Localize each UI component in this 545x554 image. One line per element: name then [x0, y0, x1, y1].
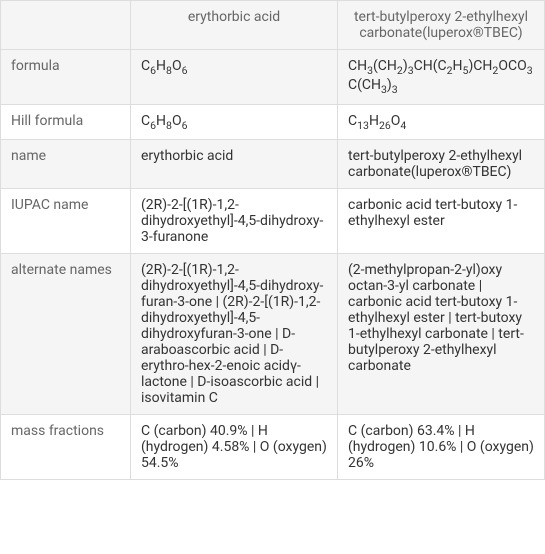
cell-col2: CH3(CH2)3CH(C2H5)CH2OCO3C(CH3)3	[338, 50, 545, 105]
table-body: formulaC6H8O6CH3(CH2)3CH(C2H5)CH2OCO3C(C…	[1, 50, 545, 480]
table-row: alternate names(2R)-2-[(1R)-1,2-dihydrox…	[1, 254, 545, 415]
cell-col1: C6H8O6	[131, 104, 338, 140]
cell-col1: C (carbon) 40.9% | H (hydrogen) 4.58% | …	[131, 415, 338, 480]
row-label: formula	[1, 50, 131, 105]
header-empty	[1, 1, 131, 50]
table-row: Hill formulaC6H8O6C13H26O4	[1, 104, 545, 140]
comparison-table: erythorbic acid tert-butylperoxy 2-ethyl…	[0, 0, 545, 480]
cell-col2: carbonic acid tert-butoxy 1-ethylhexyl e…	[338, 189, 545, 254]
row-label: name	[1, 140, 131, 189]
cell-col1: C6H8O6	[131, 50, 338, 105]
row-label: IUPAC name	[1, 189, 131, 254]
table-row: mass fractionsC (carbon) 40.9% | H (hydr…	[1, 415, 545, 480]
header-col2: tert-butylperoxy 2-ethylhexyl carbonate(…	[338, 1, 545, 50]
row-label: alternate names	[1, 254, 131, 415]
table-row: formulaC6H8O6CH3(CH2)3CH(C2H5)CH2OCO3C(C…	[1, 50, 545, 105]
cell-col2: tert-butylperoxy 2-ethylhexyl carbonate(…	[338, 140, 545, 189]
cell-col2: (2-methylpropan-2-yl)oxy octan-3-yl carb…	[338, 254, 545, 415]
header-col1: erythorbic acid	[131, 1, 338, 50]
cell-col2: C13H26O4	[338, 104, 545, 140]
cell-col1: (2R)-2-[(1R)-1,2-dihydroxyethyl]-4,5-dih…	[131, 189, 338, 254]
table-row: IUPAC name(2R)-2-[(1R)-1,2-dihydroxyethy…	[1, 189, 545, 254]
row-label: mass fractions	[1, 415, 131, 480]
cell-col2: C (carbon) 63.4% | H (hydrogen) 10.6% | …	[338, 415, 545, 480]
table-row: nameerythorbic acidtert-butylperoxy 2-et…	[1, 140, 545, 189]
cell-col1: (2R)-2-[(1R)-1,2-dihydroxyethyl]-4,5-dih…	[131, 254, 338, 415]
row-label: Hill formula	[1, 104, 131, 140]
cell-col1: erythorbic acid	[131, 140, 338, 189]
